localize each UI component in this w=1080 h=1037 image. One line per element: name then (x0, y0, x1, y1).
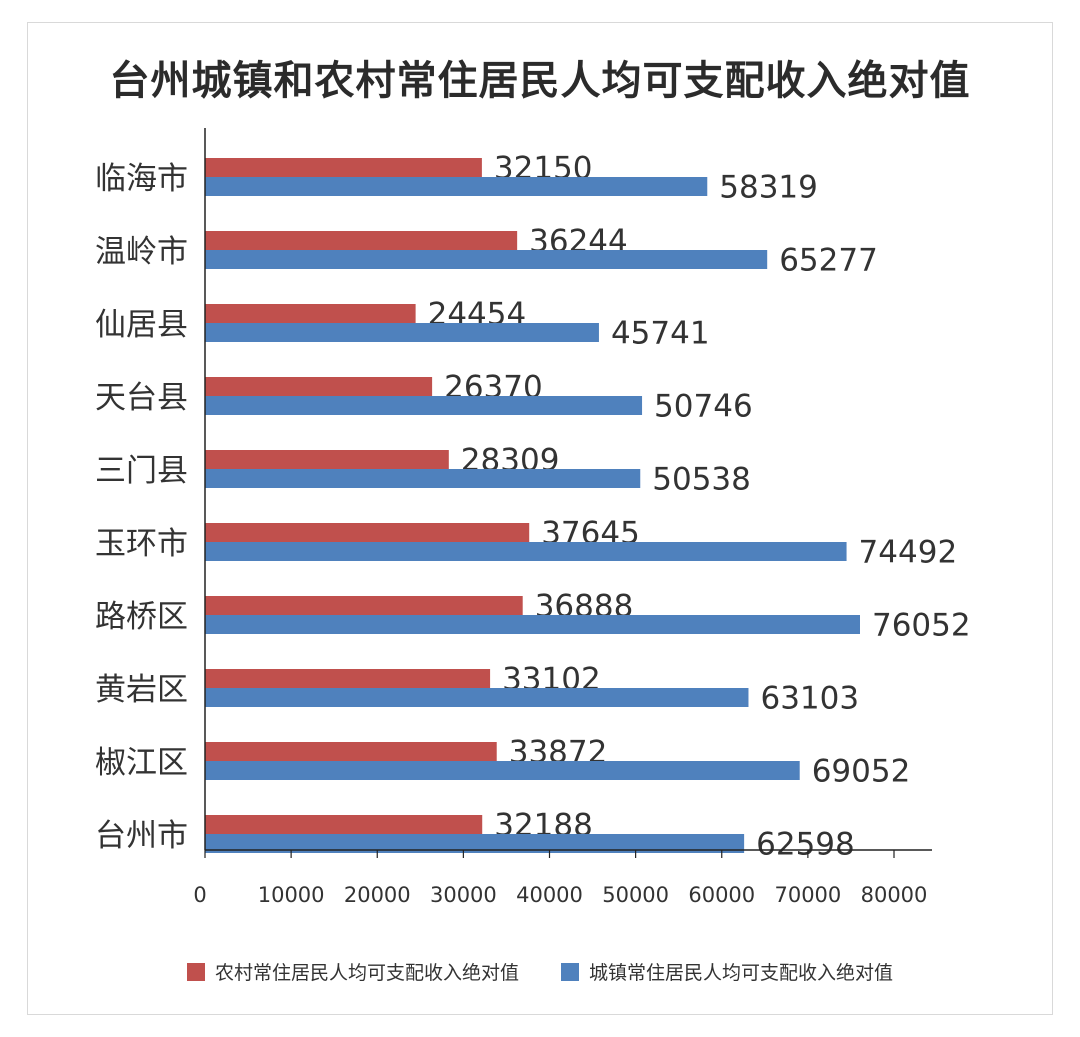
urban-bar (205, 250, 768, 269)
legend-item-urban: 城镇常住居民人均可支配收入绝对值 (561, 958, 893, 985)
urban-bar (205, 688, 749, 707)
rural-bar (205, 815, 483, 834)
category-label: 临海市 (95, 161, 188, 197)
category-label: 三门县 (95, 453, 188, 489)
urban-value-label: 62598 (756, 827, 855, 863)
urban-value-label: 45741 (611, 316, 710, 352)
category-label: 玉环市 (95, 526, 188, 562)
category-label: 路桥区 (95, 599, 188, 635)
urban-bar (205, 396, 643, 415)
rural-bar (205, 450, 449, 469)
category-label: 天台县 (95, 380, 188, 416)
rural-bar (205, 158, 482, 177)
category-label: 仙居县 (95, 307, 188, 343)
legend-swatch-urban (561, 962, 580, 981)
urban-value-label: 50746 (654, 389, 753, 425)
urban-value-label: 76052 (872, 608, 971, 644)
urban-value-label: 69052 (812, 754, 911, 790)
x-tick-label: 60000 (688, 883, 755, 907)
category-label: 黄岩区 (95, 672, 188, 708)
urban-value-label: 74492 (859, 535, 958, 571)
category-label: 椒江区 (95, 745, 188, 781)
urban-bar (205, 761, 800, 780)
category-label: 台州市 (95, 818, 188, 854)
urban-bar (205, 177, 708, 196)
urban-bar (205, 834, 745, 853)
x-tick-label: 50000 (602, 883, 669, 907)
rural-bar (205, 304, 416, 323)
x-tick-label: 20000 (344, 883, 411, 907)
chart-title: 台州城镇和农村常住居民人均可支配收入绝对值 (109, 58, 971, 104)
urban-bar (205, 469, 641, 488)
rural-bar (205, 523, 530, 542)
legend-label-rural: 农村常住居民人均可支配收入绝对值 (214, 962, 519, 984)
rural-bar (205, 231, 518, 250)
x-tick-label: 70000 (774, 883, 841, 907)
legend: 农村常住居民人均可支配收入绝对值 城镇常住居民人均可支配收入绝对值 (0, 958, 1080, 986)
x-tick-label: 40000 (516, 883, 583, 907)
legend-swatch-rural (186, 962, 205, 981)
x-tick-label: 10000 (258, 883, 325, 907)
x-tick-label: 30000 (430, 883, 497, 907)
urban-value-label: 65277 (779, 243, 878, 279)
urban-value-label: 63103 (760, 681, 859, 717)
urban-value-label: 50538 (652, 462, 751, 498)
x-tick-label: 0 (193, 883, 206, 907)
urban-value-label: 58319 (719, 170, 818, 206)
urban-bar (205, 542, 847, 561)
rural-bar (205, 742, 497, 761)
legend-item-rural: 农村常住居民人均可支配收入绝对值 (186, 958, 519, 985)
legend-label-urban: 城镇常住居民人均可支配收入绝对值 (589, 962, 894, 984)
x-tick-label: 80000 (861, 883, 928, 907)
category-label: 温岭市 (95, 234, 188, 270)
rural-bar (205, 377, 433, 396)
rural-bar (205, 596, 523, 615)
rural-bar (205, 669, 491, 688)
urban-bar (205, 615, 860, 634)
urban-bar (205, 323, 599, 342)
